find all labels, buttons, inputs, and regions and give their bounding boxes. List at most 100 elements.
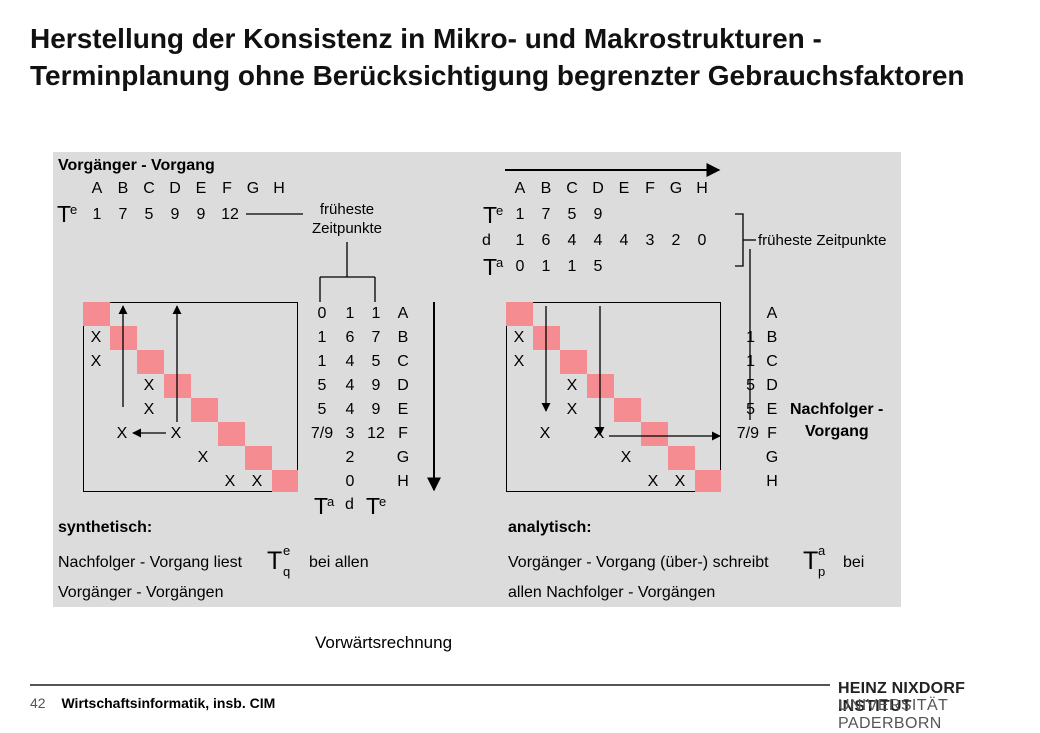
left-col-te-symbol: T	[366, 493, 381, 519]
left-symbol: T	[267, 547, 283, 575]
right-diag-cell	[668, 446, 695, 470]
left-d-value: 4	[345, 377, 355, 394]
right-x-mark: X	[620, 449, 632, 466]
right-mode-label: analytisch:	[508, 519, 592, 536]
right-diag-cell	[614, 398, 641, 422]
right-d-value: 3	[645, 232, 655, 249]
right-d-value: 4	[619, 232, 629, 249]
left-col-ta-symbol: T	[314, 493, 329, 519]
left-te-value: 7	[118, 206, 128, 223]
right-matrix-frame	[506, 302, 721, 492]
diagram-panel: Vorgänger - Vorgang A B C D E F G H T e …	[53, 152, 901, 607]
left-row-name: D	[397, 377, 409, 394]
right-d-value: 4	[593, 232, 603, 249]
right-text3: allen Nachfolger - Vorgängen	[508, 584, 716, 601]
right-row-name: F	[767, 425, 777, 442]
right-letter: B	[540, 180, 552, 197]
left-matrix-frame	[83, 302, 298, 492]
right-letter: F	[645, 180, 655, 197]
right-x-mark: X	[566, 401, 578, 418]
institute-name-line2: UNIVERSITÄT PADERBORN	[838, 697, 948, 732]
right-side-line2: Vorgang	[805, 423, 869, 440]
left-ta-value: 7/9	[310, 425, 334, 442]
right-te-symbol: T	[483, 202, 498, 228]
left-row-name: A	[397, 305, 409, 322]
right-symbol-sup: a	[818, 543, 826, 558]
left-te-col-value: 5	[371, 353, 381, 370]
left-te-col-value: 9	[371, 377, 381, 394]
footer-left: 42 Wirtschaftsinformatik, insb. CIM	[30, 695, 275, 711]
right-diag-cell	[560, 350, 587, 374]
left-letter: E	[195, 180, 207, 197]
left-te-value: 12	[221, 206, 239, 223]
left-x-mark: X	[116, 425, 128, 442]
institute-name-line1: HEINZ NIXDORF INSTITUT	[838, 680, 966, 715]
left-letter: B	[117, 180, 129, 197]
slide-title: Herstellung der Konsistenz in Mikro- und…	[30, 23, 965, 91]
right-diag-cell	[641, 422, 668, 446]
right-te-value: 1	[515, 206, 525, 223]
left-col-ta-sup: a	[327, 494, 335, 509]
caption: Vorwärtsrechnung	[315, 633, 453, 652]
left-diag-cell	[272, 470, 298, 492]
right-d-value: 0	[697, 232, 707, 249]
right-row-name: G	[765, 449, 779, 466]
right-symbol-sub: p	[818, 564, 826, 579]
left-x-mark: X	[90, 353, 102, 370]
left-text1: Nachfolger - Vorgang liest	[58, 554, 243, 571]
left-d-value: 4	[345, 353, 355, 370]
right-bracket	[735, 213, 744, 267]
left-te-col-value: 9	[371, 401, 381, 418]
footer-divider	[30, 684, 830, 686]
left-row-name: F	[398, 425, 408, 442]
right-x-mark: X	[674, 473, 686, 490]
left-col-d: d	[345, 496, 354, 513]
left-text2: bei allen	[309, 554, 369, 571]
footer-course: Wirtschaftsinformatik, insb. CIM	[61, 695, 276, 711]
left-d-value: 3	[345, 425, 355, 442]
right-letter: A	[514, 180, 526, 197]
left-d-value: 4	[345, 401, 355, 418]
left-row-name: C	[397, 353, 409, 370]
left-te-value: 5	[144, 206, 154, 223]
left-label-line1: früheste	[319, 201, 375, 218]
right-ta-sup: a	[496, 255, 504, 270]
left-x-mark: X	[143, 401, 155, 418]
left-letter: F	[222, 180, 232, 197]
right-letter: G	[669, 180, 683, 197]
right-row-name: D	[766, 377, 778, 394]
left-letter: C	[143, 180, 155, 197]
left-te-value: 9	[196, 206, 206, 223]
left-diag-cell	[83, 302, 110, 326]
left-col-te-sup: e	[379, 494, 387, 509]
left-ta-value: 0	[317, 305, 327, 322]
left-heading: Vorgänger - Vorgang	[58, 157, 215, 174]
right-d-value: 1	[515, 232, 525, 249]
right-te-sup: e	[496, 203, 504, 218]
left-row-name: E	[397, 401, 409, 418]
right-letter: H	[696, 180, 708, 197]
right-ta-value: 0	[515, 258, 525, 275]
left-te-col-value: 7	[371, 329, 381, 346]
right-row-name: E	[766, 401, 778, 418]
right-d-label: d	[482, 232, 491, 249]
right-row-name: H	[766, 473, 778, 490]
right-d-value: 4	[567, 232, 577, 249]
diagram-lines	[118, 163, 756, 492]
left-d-value: 6	[345, 329, 355, 346]
left-diag-cell	[137, 350, 164, 374]
right-te-value: 9	[593, 206, 603, 223]
left-te-symbol: T	[57, 201, 72, 227]
left-letter: A	[91, 180, 103, 197]
right-te-value: 7	[541, 206, 551, 223]
left-x-mark: X	[170, 425, 182, 442]
right-row-name: A	[766, 305, 778, 322]
left-te-value: 1	[92, 206, 102, 223]
left-x-mark: X	[143, 377, 155, 394]
left-ta-value: 5	[317, 401, 327, 418]
right-label: früheste Zeitpunkte	[758, 232, 887, 249]
right-text2: bei	[843, 554, 865, 571]
right-ta-symbol: T	[483, 254, 498, 280]
left-te-col-value: 12	[367, 425, 385, 442]
right-row-name: C	[766, 353, 778, 370]
